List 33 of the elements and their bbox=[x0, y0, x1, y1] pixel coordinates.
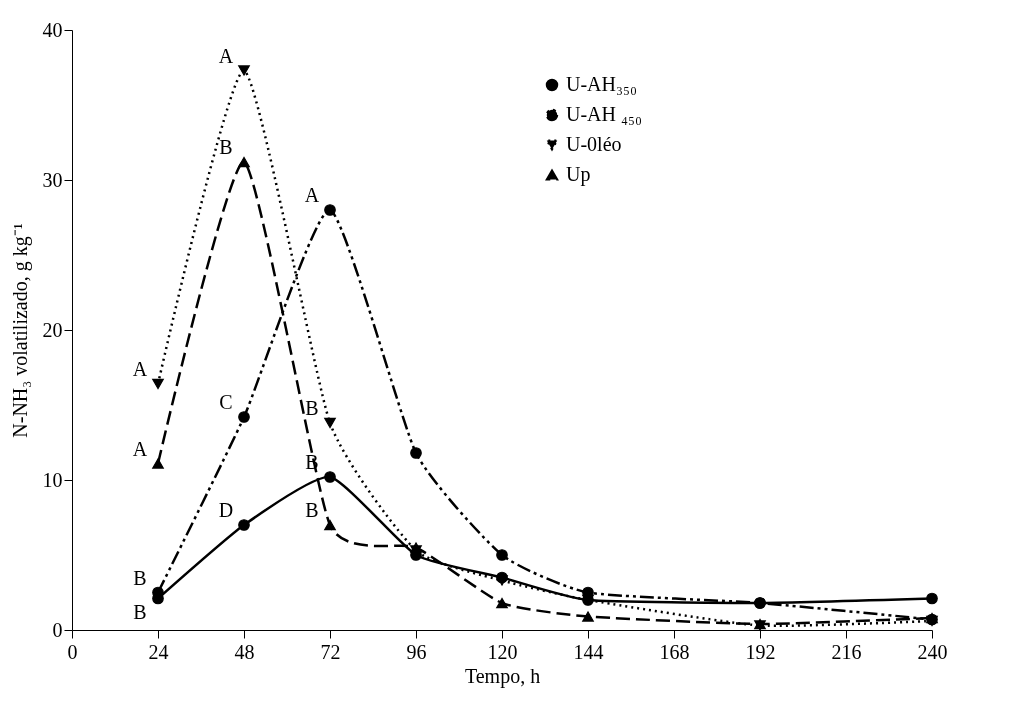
x-tick-label: 144 bbox=[573, 640, 604, 663]
legend-label: Up bbox=[566, 163, 591, 186]
annotation: B bbox=[219, 136, 233, 158]
annotation: B bbox=[133, 566, 147, 589]
x-tick-label: 48 bbox=[234, 640, 255, 663]
x-tick-label: 120 bbox=[487, 640, 518, 663]
legend-label: U-AH ₄₅₀ bbox=[566, 103, 642, 125]
annotation: B bbox=[305, 499, 319, 521]
x-tick-label: 96 bbox=[406, 640, 427, 663]
y-tick-label: 40 bbox=[42, 18, 63, 41]
x-tick-label: 72 bbox=[320, 640, 341, 663]
x-axis-title: Tempo, h bbox=[464, 664, 541, 688]
x-tick-label: 216 bbox=[831, 640, 862, 663]
annotation: A bbox=[132, 437, 148, 460]
x-tick-label: 240 bbox=[917, 640, 948, 663]
annotation: B bbox=[133, 600, 147, 623]
legend-label: U-AH₃₅₀ bbox=[566, 73, 637, 95]
x-tick-label: 0 bbox=[67, 640, 78, 663]
x-tick-label: 24 bbox=[148, 640, 169, 663]
annotation: C bbox=[219, 391, 233, 413]
y-tick-label: 20 bbox=[42, 318, 63, 341]
x-tick-label: 192 bbox=[745, 640, 776, 663]
legend-label: U-0léo bbox=[566, 133, 622, 155]
annotation: D bbox=[218, 499, 234, 521]
y-tick-label: 10 bbox=[42, 468, 63, 491]
y-tick-label: 0 bbox=[52, 618, 63, 641]
y-tick-label: 30 bbox=[42, 168, 63, 191]
annotation: A bbox=[304, 184, 320, 206]
annotation: B bbox=[305, 397, 319, 419]
y-axis-title: N-NH₃ volatilizado, g kg⁻¹ bbox=[8, 223, 32, 438]
x-tick-label: 168 bbox=[659, 640, 690, 663]
annotation: A bbox=[218, 44, 234, 67]
annotation: A bbox=[132, 358, 148, 380]
